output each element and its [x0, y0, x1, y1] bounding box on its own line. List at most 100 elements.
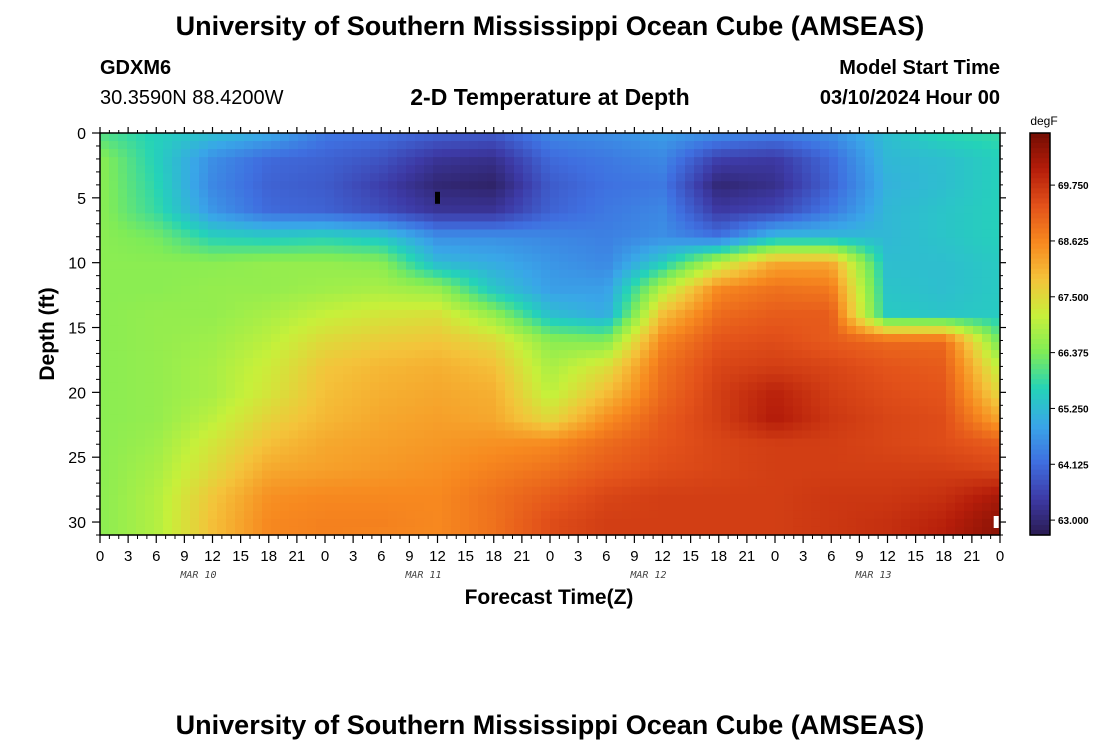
- heatmap-cell: [766, 486, 776, 496]
- heatmap-cell: [973, 462, 983, 472]
- heatmap-cell: [712, 277, 722, 287]
- heatmap-cell: [442, 277, 452, 287]
- heatmap-cell: [631, 414, 641, 424]
- heatmap-cell: [334, 325, 344, 335]
- heatmap-cell: [406, 317, 416, 327]
- heatmap-cell: [271, 430, 281, 440]
- heatmap-cell: [253, 205, 263, 214]
- heatmap-cell: [658, 229, 668, 239]
- heatmap-cell: [271, 390, 281, 399]
- heatmap-cell: [559, 309, 569, 319]
- heatmap-cell: [505, 293, 515, 303]
- heatmap-cell: [910, 213, 920, 223]
- heatmap-cell: [739, 269, 749, 279]
- heatmap-cell: [721, 189, 731, 198]
- heatmap-cell: [181, 422, 191, 432]
- heatmap-cell: [802, 229, 812, 239]
- heatmap-cell: [478, 462, 488, 472]
- heatmap-cell: [766, 309, 776, 319]
- heatmap-cell: [316, 350, 326, 359]
- heatmap-cell: [658, 213, 668, 223]
- heatmap-cell: [667, 422, 677, 432]
- heatmap-cell: [280, 133, 290, 142]
- heatmap-cell: [793, 325, 803, 335]
- heatmap-cell: [730, 141, 740, 150]
- heatmap-cell: [937, 285, 947, 295]
- heatmap-cell: [325, 406, 335, 415]
- heatmap-cell: [505, 181, 515, 190]
- heatmap-cell: [469, 382, 479, 391]
- heatmap-cell: [100, 398, 110, 407]
- heatmap-cell: [253, 462, 263, 472]
- heatmap-cell: [379, 229, 389, 239]
- heatmap-cell: [892, 470, 902, 480]
- heatmap-cell: [793, 181, 803, 190]
- heatmap-cell: [199, 470, 209, 480]
- heatmap-cell: [226, 189, 236, 198]
- heatmap-cell: [190, 502, 200, 512]
- heatmap-cell: [190, 149, 200, 158]
- heatmap-cell: [433, 309, 443, 319]
- heatmap-cell: [874, 414, 884, 424]
- heatmap-cell: [712, 422, 722, 432]
- heatmap-cell: [874, 245, 884, 255]
- heatmap-cell: [496, 157, 506, 166]
- heatmap-cell: [406, 422, 416, 432]
- heatmap-cell: [883, 446, 893, 456]
- heatmap-cell: [154, 285, 164, 295]
- heatmap-cell: [271, 197, 281, 206]
- heatmap-cell: [586, 446, 596, 456]
- heatmap-cell: [514, 446, 524, 456]
- heatmap-cell: [757, 486, 767, 496]
- heatmap-cell: [991, 277, 1001, 287]
- heatmap-cell: [640, 430, 650, 440]
- heatmap-cell: [973, 165, 983, 174]
- heatmap-cell: [739, 141, 749, 150]
- heatmap-cell: [253, 478, 263, 488]
- heatmap-cell: [775, 293, 785, 303]
- heatmap-cell: [262, 141, 272, 150]
- heatmap-cell: [208, 213, 218, 223]
- heatmap-cell: [226, 374, 236, 383]
- heatmap-cell: [856, 398, 866, 407]
- heatmap-cell: [532, 149, 542, 158]
- heatmap-cell: [289, 502, 299, 512]
- heatmap-cell: [604, 157, 614, 166]
- heatmap-cell: [946, 382, 956, 391]
- heatmap-cell: [748, 269, 758, 279]
- heatmap-cell: [361, 261, 371, 271]
- heatmap-cell: [181, 358, 191, 367]
- heatmap-cell: [991, 141, 1001, 150]
- heatmap-cell: [262, 205, 272, 214]
- heatmap-cell: [361, 478, 371, 488]
- heatmap-cell: [235, 518, 245, 528]
- heatmap-cell: [127, 494, 137, 504]
- heatmap-cell: [118, 301, 128, 311]
- heatmap-cell: [766, 165, 776, 174]
- heatmap-cell: [109, 133, 119, 142]
- heatmap-cell: [280, 317, 290, 327]
- heatmap-cell: [829, 374, 839, 383]
- heatmap-cell: [523, 502, 533, 512]
- heatmap-cell: [919, 317, 929, 327]
- heatmap-cell: [253, 317, 263, 327]
- heatmap-cell: [874, 430, 884, 440]
- heatmap-cell: [775, 526, 785, 536]
- heatmap-cell: [847, 510, 857, 520]
- heatmap-cell: [721, 261, 731, 271]
- heatmap-cell: [622, 317, 632, 327]
- heatmap-cell: [937, 422, 947, 432]
- heatmap-cell: [757, 478, 767, 488]
- heatmap-cell: [658, 358, 668, 367]
- heatmap-cell: [460, 406, 470, 415]
- heatmap-cell: [298, 149, 308, 158]
- heatmap-cell: [613, 350, 623, 359]
- heatmap-cell: [838, 269, 848, 279]
- heatmap-cell: [226, 414, 236, 424]
- heatmap-cell: [793, 438, 803, 448]
- heatmap-cell: [253, 141, 263, 150]
- heatmap-cell: [784, 221, 794, 231]
- heatmap-cell: [712, 245, 722, 255]
- heatmap-cell: [262, 358, 272, 367]
- heatmap-cell: [991, 133, 1001, 142]
